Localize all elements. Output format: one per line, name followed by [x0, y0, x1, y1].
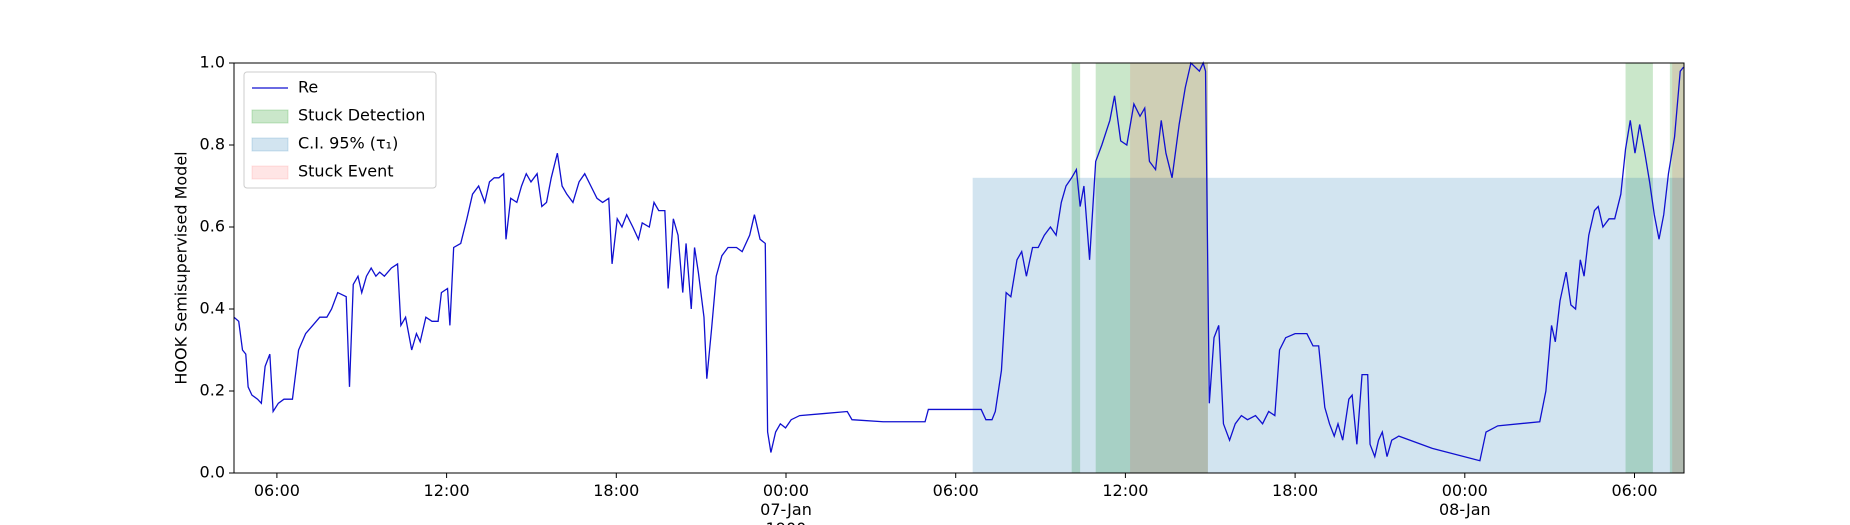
span-region: [972, 177, 1684, 474]
x-tick-label: 00:00 07-Jan 1900: [760, 481, 812, 525]
span-region: [1672, 63, 1684, 473]
span-region: [1130, 63, 1208, 473]
legend-label: Stuck Event: [298, 162, 394, 181]
span-region: [1095, 63, 1208, 473]
legend-label: C.I. 95% (τ₁): [298, 134, 398, 153]
legend-box: [243, 71, 437, 189]
x-tick-label: 06:00: [932, 481, 979, 500]
axes-frame: [233, 62, 1685, 474]
y-tick-label: 0.0: [200, 463, 225, 482]
span-region: [1669, 63, 1684, 473]
x-tick-label: 12:00: [423, 481, 470, 500]
data-line: [233, 61, 1685, 462]
x-tick-label: 18:00: [593, 481, 640, 500]
y-axis-label: HOOK Semisupervised Model: [172, 151, 191, 384]
y-tick-label: 0.6: [200, 217, 225, 236]
legend-label: Stuck Detection: [298, 106, 425, 125]
x-tick-label: 00:00 08-Jan: [1438, 481, 1491, 519]
legend-patch: [251, 165, 289, 180]
legend-label: Re: [298, 78, 318, 97]
y-tick-label: 0.8: [200, 135, 225, 154]
y-tick-label: 0.4: [200, 299, 225, 318]
y-tick-label: 0.2: [200, 381, 225, 400]
legend-patch: [251, 109, 289, 124]
legend-patch: [251, 137, 289, 152]
x-tick-label: 18:00: [1272, 481, 1319, 500]
x-tick-label: 06:00: [253, 481, 300, 500]
x-tick-label: 06:00: [1611, 481, 1658, 500]
span-region: [1071, 63, 1081, 473]
x-tick-label: 12:00: [1102, 481, 1149, 500]
y-tick-label: 1.0: [200, 53, 225, 72]
